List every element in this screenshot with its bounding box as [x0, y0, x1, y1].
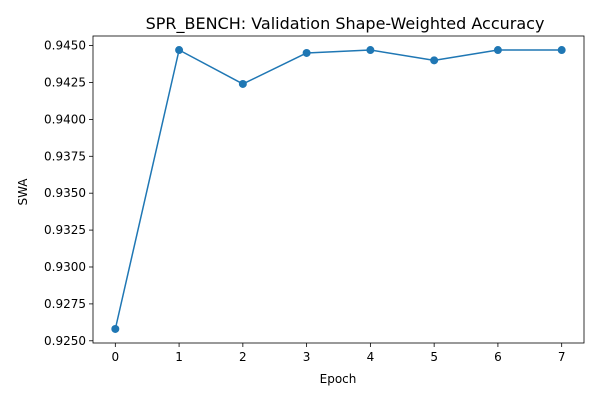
x-tick-label: 6: [494, 350, 502, 364]
y-tick-label: 0.9375: [44, 149, 86, 163]
data-point: [493, 46, 502, 55]
data-point: [302, 48, 311, 57]
data-point: [366, 46, 375, 55]
data-point: [175, 46, 184, 55]
tick-layer: 0 1 2 3 4 5 6 7 0.9250 0.9275 0.9300 0.9325 0.9350 0.…: [44, 39, 566, 364]
x-tick-label: 2: [239, 350, 247, 364]
x-axis-label: Epoch: [320, 372, 357, 386]
data-point: [238, 79, 247, 88]
x-tick-label: 7: [558, 350, 566, 364]
data-point: [557, 46, 566, 55]
x-tick-label: 3: [303, 350, 311, 364]
x-tick-label: 0: [111, 350, 119, 364]
y-tick-label: 0.9325: [44, 223, 86, 237]
y-tick-label: 0.9450: [44, 39, 86, 53]
x-tick-label: 5: [430, 350, 438, 364]
plot-area: [111, 46, 566, 333]
chart-title: SPR_BENCH: Validation Shape-Weighted Acc…: [146, 14, 545, 34]
y-tick-label: 0.9275: [44, 297, 86, 311]
x-tick-label: 1: [175, 350, 183, 364]
y-tick-label: 0.9350: [44, 186, 86, 200]
y-tick-label: 0.9300: [44, 260, 86, 274]
y-tick-label: 0.9425: [44, 75, 86, 89]
x-tick-label: 4: [367, 350, 375, 364]
data-point: [111, 324, 120, 333]
y-tick-label: 0.9250: [44, 334, 86, 348]
series-line: [114, 49, 562, 330]
y-tick-label: 0.9400: [44, 112, 86, 126]
plot-frame: [92, 35, 585, 344]
data-point: [430, 56, 439, 65]
y-axis-label: SWA: [16, 178, 30, 206]
